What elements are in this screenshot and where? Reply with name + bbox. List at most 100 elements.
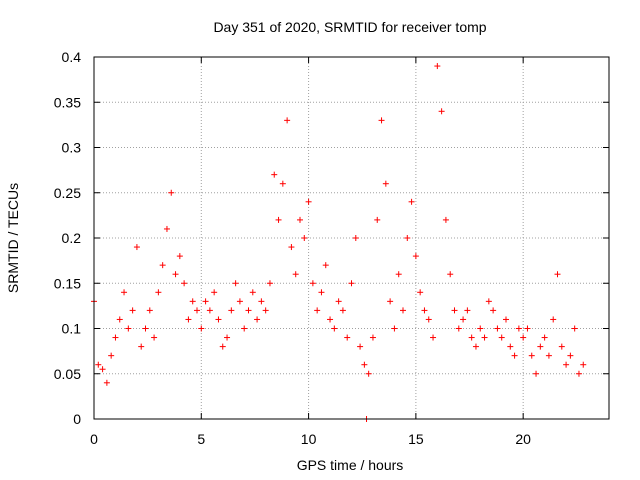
y-tick-label: 0 [73, 411, 81, 427]
data-point [545, 352, 552, 359]
y-tick-label: 0.3 [62, 140, 82, 156]
data-point [524, 325, 531, 332]
data-point [181, 280, 188, 287]
plot-frame [93, 56, 610, 420]
data-point [254, 316, 261, 323]
data-point [421, 307, 428, 314]
data-points [91, 63, 587, 422]
data-point [168, 189, 175, 196]
data-point [236, 298, 243, 305]
data-point [477, 325, 484, 332]
y-tick-label: 0.05 [54, 366, 81, 382]
grid-lines [94, 57, 609, 419]
data-point [352, 235, 359, 241]
data-point [224, 334, 231, 341]
data-point [331, 325, 338, 332]
data-point [438, 108, 445, 115]
data-point [417, 289, 424, 296]
data-point [142, 325, 149, 332]
data-point [344, 334, 351, 341]
data-point [580, 361, 587, 368]
data-point [112, 334, 119, 341]
data-point [138, 343, 145, 350]
data-point [301, 235, 308, 241]
data-point [146, 307, 153, 314]
data-point [185, 316, 192, 323]
y-axis-label: SRMTID / TECUs [5, 183, 21, 293]
data-point [322, 262, 329, 269]
data-point [387, 298, 394, 305]
y-tick-label: 0.4 [62, 49, 82, 65]
x-tick-label: 0 [90, 431, 98, 447]
data-point [155, 289, 162, 296]
data-point [314, 307, 321, 314]
data-point [567, 352, 574, 359]
data-point [434, 63, 441, 70]
data-point [163, 225, 170, 232]
data-point [215, 316, 222, 323]
data-point [490, 307, 497, 314]
data-point [541, 334, 548, 341]
data-point [378, 117, 385, 124]
data-point [550, 316, 557, 323]
data-point [520, 334, 527, 341]
data-point [498, 334, 505, 341]
data-point [507, 343, 514, 350]
y-tick-label: 0.2 [62, 230, 82, 246]
x-tick-label: 15 [408, 431, 424, 447]
chart-title: Day 351 of 2020, SRMTID for receiver tom… [213, 19, 486, 35]
data-point [262, 307, 269, 314]
data-point [464, 307, 471, 314]
x-tick-label: 10 [301, 431, 317, 447]
data-point [348, 280, 355, 287]
data-point [357, 343, 364, 350]
data-point [485, 298, 492, 305]
data-point [365, 370, 372, 377]
y-tick-label: 0.15 [54, 275, 81, 291]
y-tick-label: 0.35 [54, 94, 81, 110]
data-point [202, 298, 209, 305]
x-tick-label: 20 [515, 431, 531, 447]
data-point [554, 271, 561, 278]
data-point [537, 343, 544, 350]
data-point [279, 180, 286, 187]
data-point [374, 216, 381, 223]
data-point [125, 325, 132, 332]
data-point [189, 298, 196, 305]
data-point [266, 280, 273, 287]
data-point [412, 253, 419, 260]
data-point [288, 244, 295, 251]
data-point [400, 307, 406, 314]
data-point [194, 307, 200, 314]
data-point [172, 271, 179, 278]
data-point [241, 325, 248, 332]
x-tick-label: 5 [197, 431, 205, 447]
data-point [245, 307, 252, 314]
data-point [275, 216, 282, 223]
data-point [472, 343, 479, 350]
data-point [232, 280, 239, 287]
data-point [455, 325, 462, 332]
data-point [395, 271, 402, 278]
data-point [339, 307, 346, 314]
data-point [533, 370, 540, 377]
data-point [95, 361, 102, 368]
data-point [575, 370, 582, 377]
data-point [391, 325, 398, 332]
data-point [211, 289, 218, 296]
data-point [447, 271, 454, 278]
data-point [129, 307, 136, 314]
data-point [528, 352, 535, 359]
data-point [382, 180, 389, 187]
data-point [159, 262, 166, 269]
y-axis-ticks: 0 0.05 0.1 0.15 0.2 0.25 0.3 0.35 0.4 [54, 49, 609, 427]
data-point [442, 216, 449, 223]
data-point [258, 298, 265, 305]
data-point [335, 298, 342, 305]
data-point [305, 198, 312, 205]
data-point [116, 316, 123, 323]
data-point [284, 117, 291, 124]
data-point [228, 307, 235, 314]
data-point [206, 307, 213, 314]
